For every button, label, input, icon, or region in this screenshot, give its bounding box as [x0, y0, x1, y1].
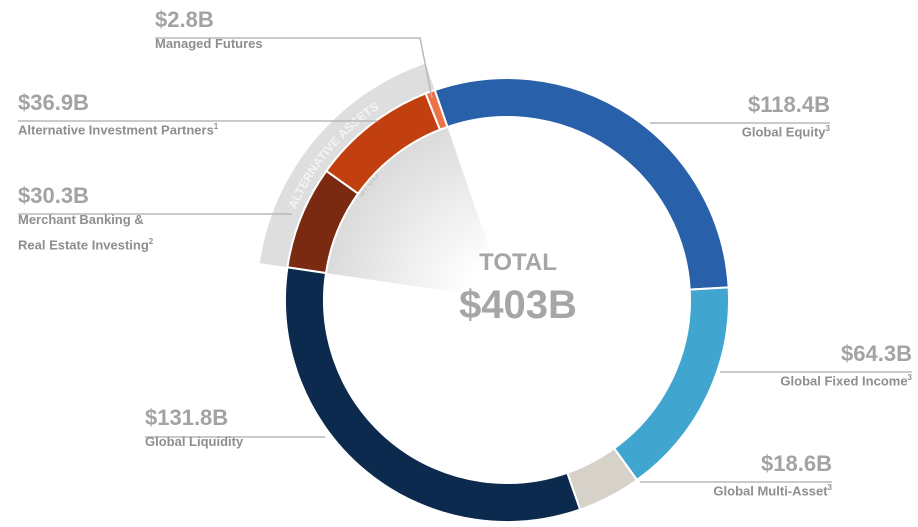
category-label: Global Equity3: [630, 118, 830, 143]
category-label: Global Liquidity: [145, 431, 345, 453]
segment-label: $2.8B Managed Futures: [155, 7, 355, 55]
center-value: $403B: [459, 283, 577, 327]
category-name: Global Equity: [741, 124, 826, 140]
leader-line: [155, 37, 433, 99]
footnote-mark: 1: [213, 122, 219, 131]
group-wedge: [314, 115, 507, 301]
category-name: Merchant Banking & Real Estate Investing: [18, 212, 149, 253]
category-label: Global Fixed Income3: [712, 367, 912, 392]
value-label: $118.4B: [748, 92, 830, 117]
value-label: $131.8B: [145, 405, 229, 430]
category-name: Managed Futures: [155, 36, 263, 51]
value-label: $18.6B: [761, 451, 832, 476]
value-label: $64.3B: [841, 341, 912, 366]
value-label: $2.8B: [155, 7, 214, 32]
category-label: Alternative Investment Partners1: [18, 116, 318, 141]
category-name: Global Multi-Asset: [713, 483, 828, 499]
category-label: Global Multi-Asset3: [632, 477, 832, 502]
footnote-mark: 3: [827, 483, 832, 492]
donut-segment: [424, 88, 449, 132]
category-label: Merchant Banking & Real Estate Investing…: [18, 209, 168, 256]
segment-label: $64.3B Global Fixed Income3: [712, 341, 912, 392]
category-name: Global Liquidity: [145, 434, 244, 449]
category-name: Alternative Investment Partners: [18, 122, 214, 138]
center-title: TOTAL: [479, 249, 557, 276]
category-name: Global Fixed Income: [780, 373, 908, 389]
value-label: $30.3B: [18, 183, 89, 208]
segment-label: $131.8B Global Liquidity: [145, 405, 345, 453]
segment-label: $36.9B Alternative Investment Partners1: [18, 90, 318, 141]
segment-label: $30.3B Merchant Banking & Real Estate Inv…: [18, 183, 178, 256]
footnote-mark: 3: [825, 124, 830, 133]
segment-label: $118.4B Global Equity3: [630, 92, 830, 143]
category-label: Managed Futures: [155, 33, 355, 55]
group-band: [259, 63, 435, 268]
footnote-mark: 2: [148, 237, 154, 246]
footnote-mark: 3: [907, 373, 912, 382]
value-label: $36.9B: [18, 90, 89, 115]
segment-label: $18.6B Global Multi-Asset3: [632, 451, 832, 502]
